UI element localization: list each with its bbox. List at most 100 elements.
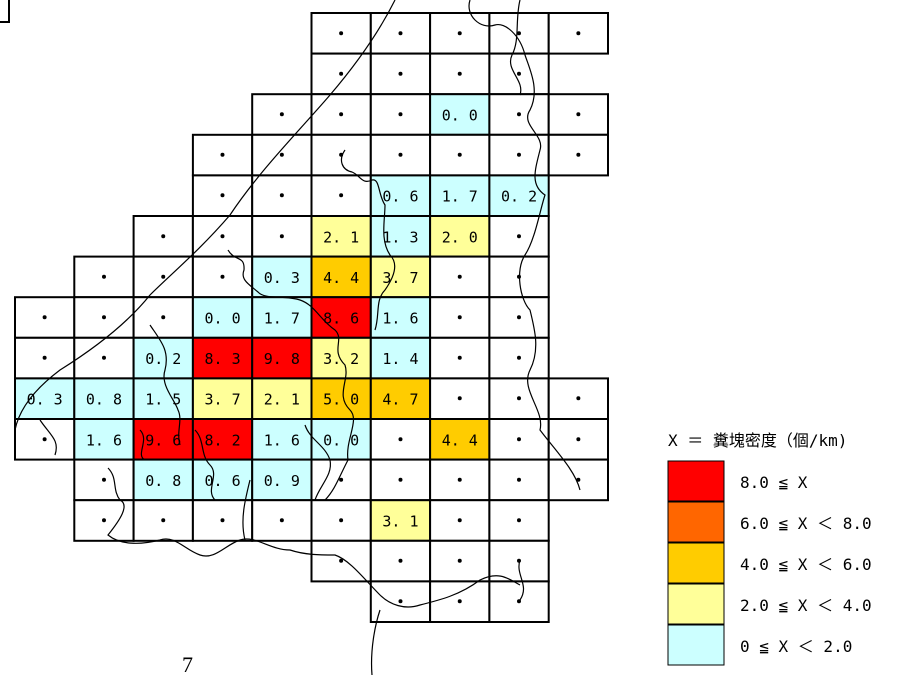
legend-label: 6.0 ≦ X ＜ 8.0 [740,514,872,533]
grid-cell [251,336,313,380]
legend-swatch [667,460,725,502]
empty-mark: ・ [452,146,468,165]
cell-value: 8. 6 [323,310,359,328]
empty-mark: ・ [511,106,527,125]
empty-mark: ・ [392,471,408,490]
grid-cell [369,296,432,339]
empty-mark: ・ [392,65,408,84]
grid-cell [488,52,550,96]
grid-cell [488,336,550,380]
empty-mark: ・ [511,471,527,490]
empty-mark: ・ [37,349,53,368]
legend-swatch [667,583,725,625]
empty-mark: ・ [570,24,586,43]
cell-value: 4. 7 [382,391,418,409]
grid-cell [369,215,432,258]
empty-mark: ・ [96,349,112,368]
empty-mark: ・ [511,309,527,328]
empty-mark: ・ [511,512,527,531]
grid-cell [429,174,491,217]
legend: X ＝ 糞塊密度（個/km) 8.0 ≦ X 6.0 ≦ X ＜ 8.0 4.0 ≦… [667,431,872,666]
grid-cell [488,539,550,583]
empty-mark: ・ [452,552,468,571]
grid-cell [310,133,372,177]
cell-value: 3. 7 [204,391,240,409]
grid-cell [251,255,313,299]
grid-cell [310,93,372,136]
grid-cell [429,499,491,542]
empty-mark: ・ [570,430,586,449]
empty-mark: ・ [511,349,527,368]
cell-value: 1. 3 [382,228,418,246]
grid-cell [488,296,550,339]
empty-mark: ・ [96,471,112,490]
cell-value: 8. 2 [204,431,240,449]
grid-cell [191,174,254,217]
grid-cell [73,336,135,380]
empty-mark: ・ [511,390,527,409]
cell-value: 2. 1 [264,391,300,409]
legend-label: 4.0 ≦ X ＜ 6.0 [740,555,872,574]
grid-cell [488,580,550,624]
empty-mark: ・ [274,227,290,246]
cell-value: 0. 9 [264,472,300,490]
grid-cell [310,336,372,380]
corner-mark [0,0,10,23]
empty-mark: ・ [392,106,408,125]
grid-cell [132,296,194,339]
boundary-lines [14,0,581,675]
grid-cell [547,458,610,502]
page-number: 7 [182,652,193,675]
grid-cell [191,499,254,542]
cell-value: 0. 0 [323,431,359,449]
cell-value: 0. 8 [86,391,122,409]
grid-cell [429,336,491,380]
legend-label: 8.0 ≦ X [740,473,808,492]
grid-cell [369,458,432,502]
empty-mark: ・ [333,106,349,125]
empty-mark: ・ [333,471,349,490]
empty-mark: ・ [452,24,468,43]
cell-value: 1. 6 [264,431,300,449]
empty-mark: ・ [452,309,468,328]
cell-value: 9. 6 [145,431,181,449]
empty-mark: ・ [452,471,468,490]
empty-mark: ・ [511,65,527,84]
empty-mark: ・ [96,309,112,328]
empty-mark: ・ [570,390,586,409]
empty-mark: ・ [215,512,231,531]
legend-swatch [667,501,725,543]
grid-cell [310,52,372,96]
empty-mark: ・ [333,552,349,571]
empty-mark: ・ [392,24,408,43]
empty-mark: ・ [511,146,527,165]
cell-value: 1. 5 [145,391,181,409]
grid-cell [429,580,491,624]
empty-mark: ・ [215,146,231,165]
cell-value: 1. 7 [442,188,478,206]
legend-label: 0 ≦ X ＜ 2.0 [740,637,852,656]
cell-value: 3. 1 [382,513,418,531]
cell-value: 0. 6 [382,188,418,206]
empty-mark: ・ [333,65,349,84]
empty-mark: ・ [274,187,290,206]
cell-value: 0. 2 [145,350,181,368]
grid-cell [251,418,313,461]
empty-mark: ・ [37,430,53,449]
empty-mark: ・ [96,512,112,531]
empty-mark: ・ [511,430,527,449]
cell-value: 3. 7 [382,269,418,287]
cell-value: 0. 8 [145,472,181,490]
cell-value: 0. 3 [27,391,63,409]
empty-mark: ・ [452,349,468,368]
grid-cell [369,255,432,299]
empty-mark: ・ [155,268,171,287]
empty-mark: ・ [511,593,527,612]
empty-mark: ・ [452,65,468,84]
cell-value: 5. 0 [323,391,359,409]
grid-cell [251,499,313,542]
empty-mark: ・ [452,512,468,531]
cell-value: 1. 6 [382,310,418,328]
grid-cell [132,377,194,420]
